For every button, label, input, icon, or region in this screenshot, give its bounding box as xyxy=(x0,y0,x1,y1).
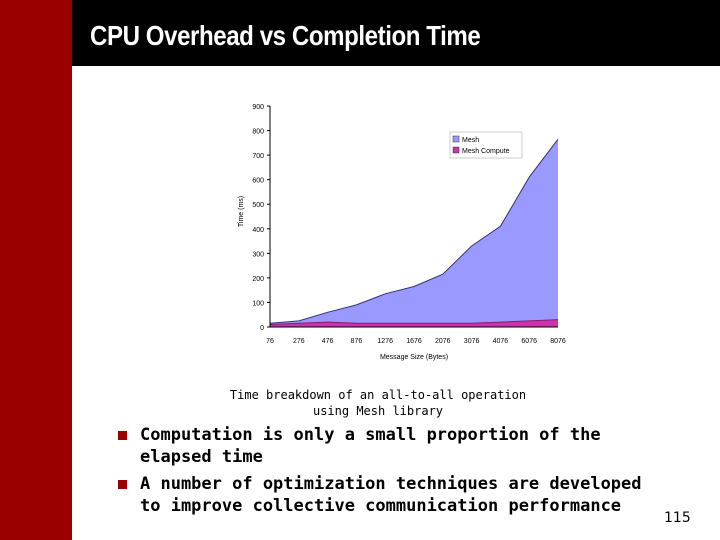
x-tick-label: 76 xyxy=(266,338,274,345)
area-chart-svg: 0 100 200 300 400 500 600 700 800 900 76 276 476 876 1… xyxy=(238,104,566,361)
chart-caption: Time breakdown of an all-to-all operatio… xyxy=(190,387,566,419)
bullet-item: Computation is only a small proportion o… xyxy=(118,424,648,468)
square-bullet-icon xyxy=(118,480,127,489)
x-tick-label: 876 xyxy=(351,338,363,345)
caption-line-1: Time breakdown of an all-to-all operatio… xyxy=(229,388,527,402)
x-axis-label: Message Size (Bytes) xyxy=(380,354,448,361)
x-tick-label: 276 xyxy=(293,338,305,345)
chart: 0 100 200 300 400 500 600 700 800 900 76 276 476 876 1… xyxy=(228,96,574,368)
legend-label: Mesh Compute xyxy=(462,148,510,155)
mesh-area xyxy=(270,139,558,327)
page-number: 115 xyxy=(664,510,691,526)
slide-title: CPU Overhead vs Completion Time xyxy=(90,20,481,51)
square-bullet-icon xyxy=(118,431,127,440)
x-tick-label: 6076 xyxy=(521,338,537,345)
mesh-line xyxy=(269,138,559,324)
bullet-item: A number of optimization techniques are … xyxy=(118,473,648,517)
x-tick-label: 1676 xyxy=(406,338,422,345)
y-tick-label: 700 xyxy=(252,153,264,160)
x-tick-label: 8076 xyxy=(550,338,566,345)
y-tick-label: 400 xyxy=(252,227,264,234)
bullet-text: Computation is only a small proportion o… xyxy=(140,425,601,467)
legend-swatch xyxy=(452,135,460,143)
y-tick-label: 600 xyxy=(252,178,264,185)
x-tick-label: 476 xyxy=(322,338,334,345)
y-tick-label: 100 xyxy=(252,300,264,307)
title-band xyxy=(0,0,720,66)
mesh-compute-line xyxy=(269,319,559,325)
y-tick-label: 200 xyxy=(252,276,264,283)
y-tick-label: 300 xyxy=(252,251,264,258)
x-tick-label: 1276 xyxy=(377,338,393,345)
legend-label: Mesh xyxy=(462,137,479,144)
bullet-text: A number of optimization techniques are … xyxy=(140,474,642,516)
y-tick-label: 900 xyxy=(252,104,264,111)
y-tick-label: 0 xyxy=(260,325,264,332)
bullet-list: Computation is only a small proportion o… xyxy=(118,424,648,522)
side-bar xyxy=(0,0,72,540)
x-tick-label: 3076 xyxy=(464,338,480,345)
y-tick-label: 800 xyxy=(252,129,264,136)
legend-box xyxy=(449,131,523,159)
x-tick-label: 4076 xyxy=(493,338,509,345)
y-axis-label: Time (ms) xyxy=(238,196,245,227)
y-tick-label: 500 xyxy=(252,202,264,209)
caption-line-2: using Mesh library xyxy=(312,404,444,418)
x-tick-label: 2076 xyxy=(435,338,451,345)
legend-swatch xyxy=(452,146,460,154)
